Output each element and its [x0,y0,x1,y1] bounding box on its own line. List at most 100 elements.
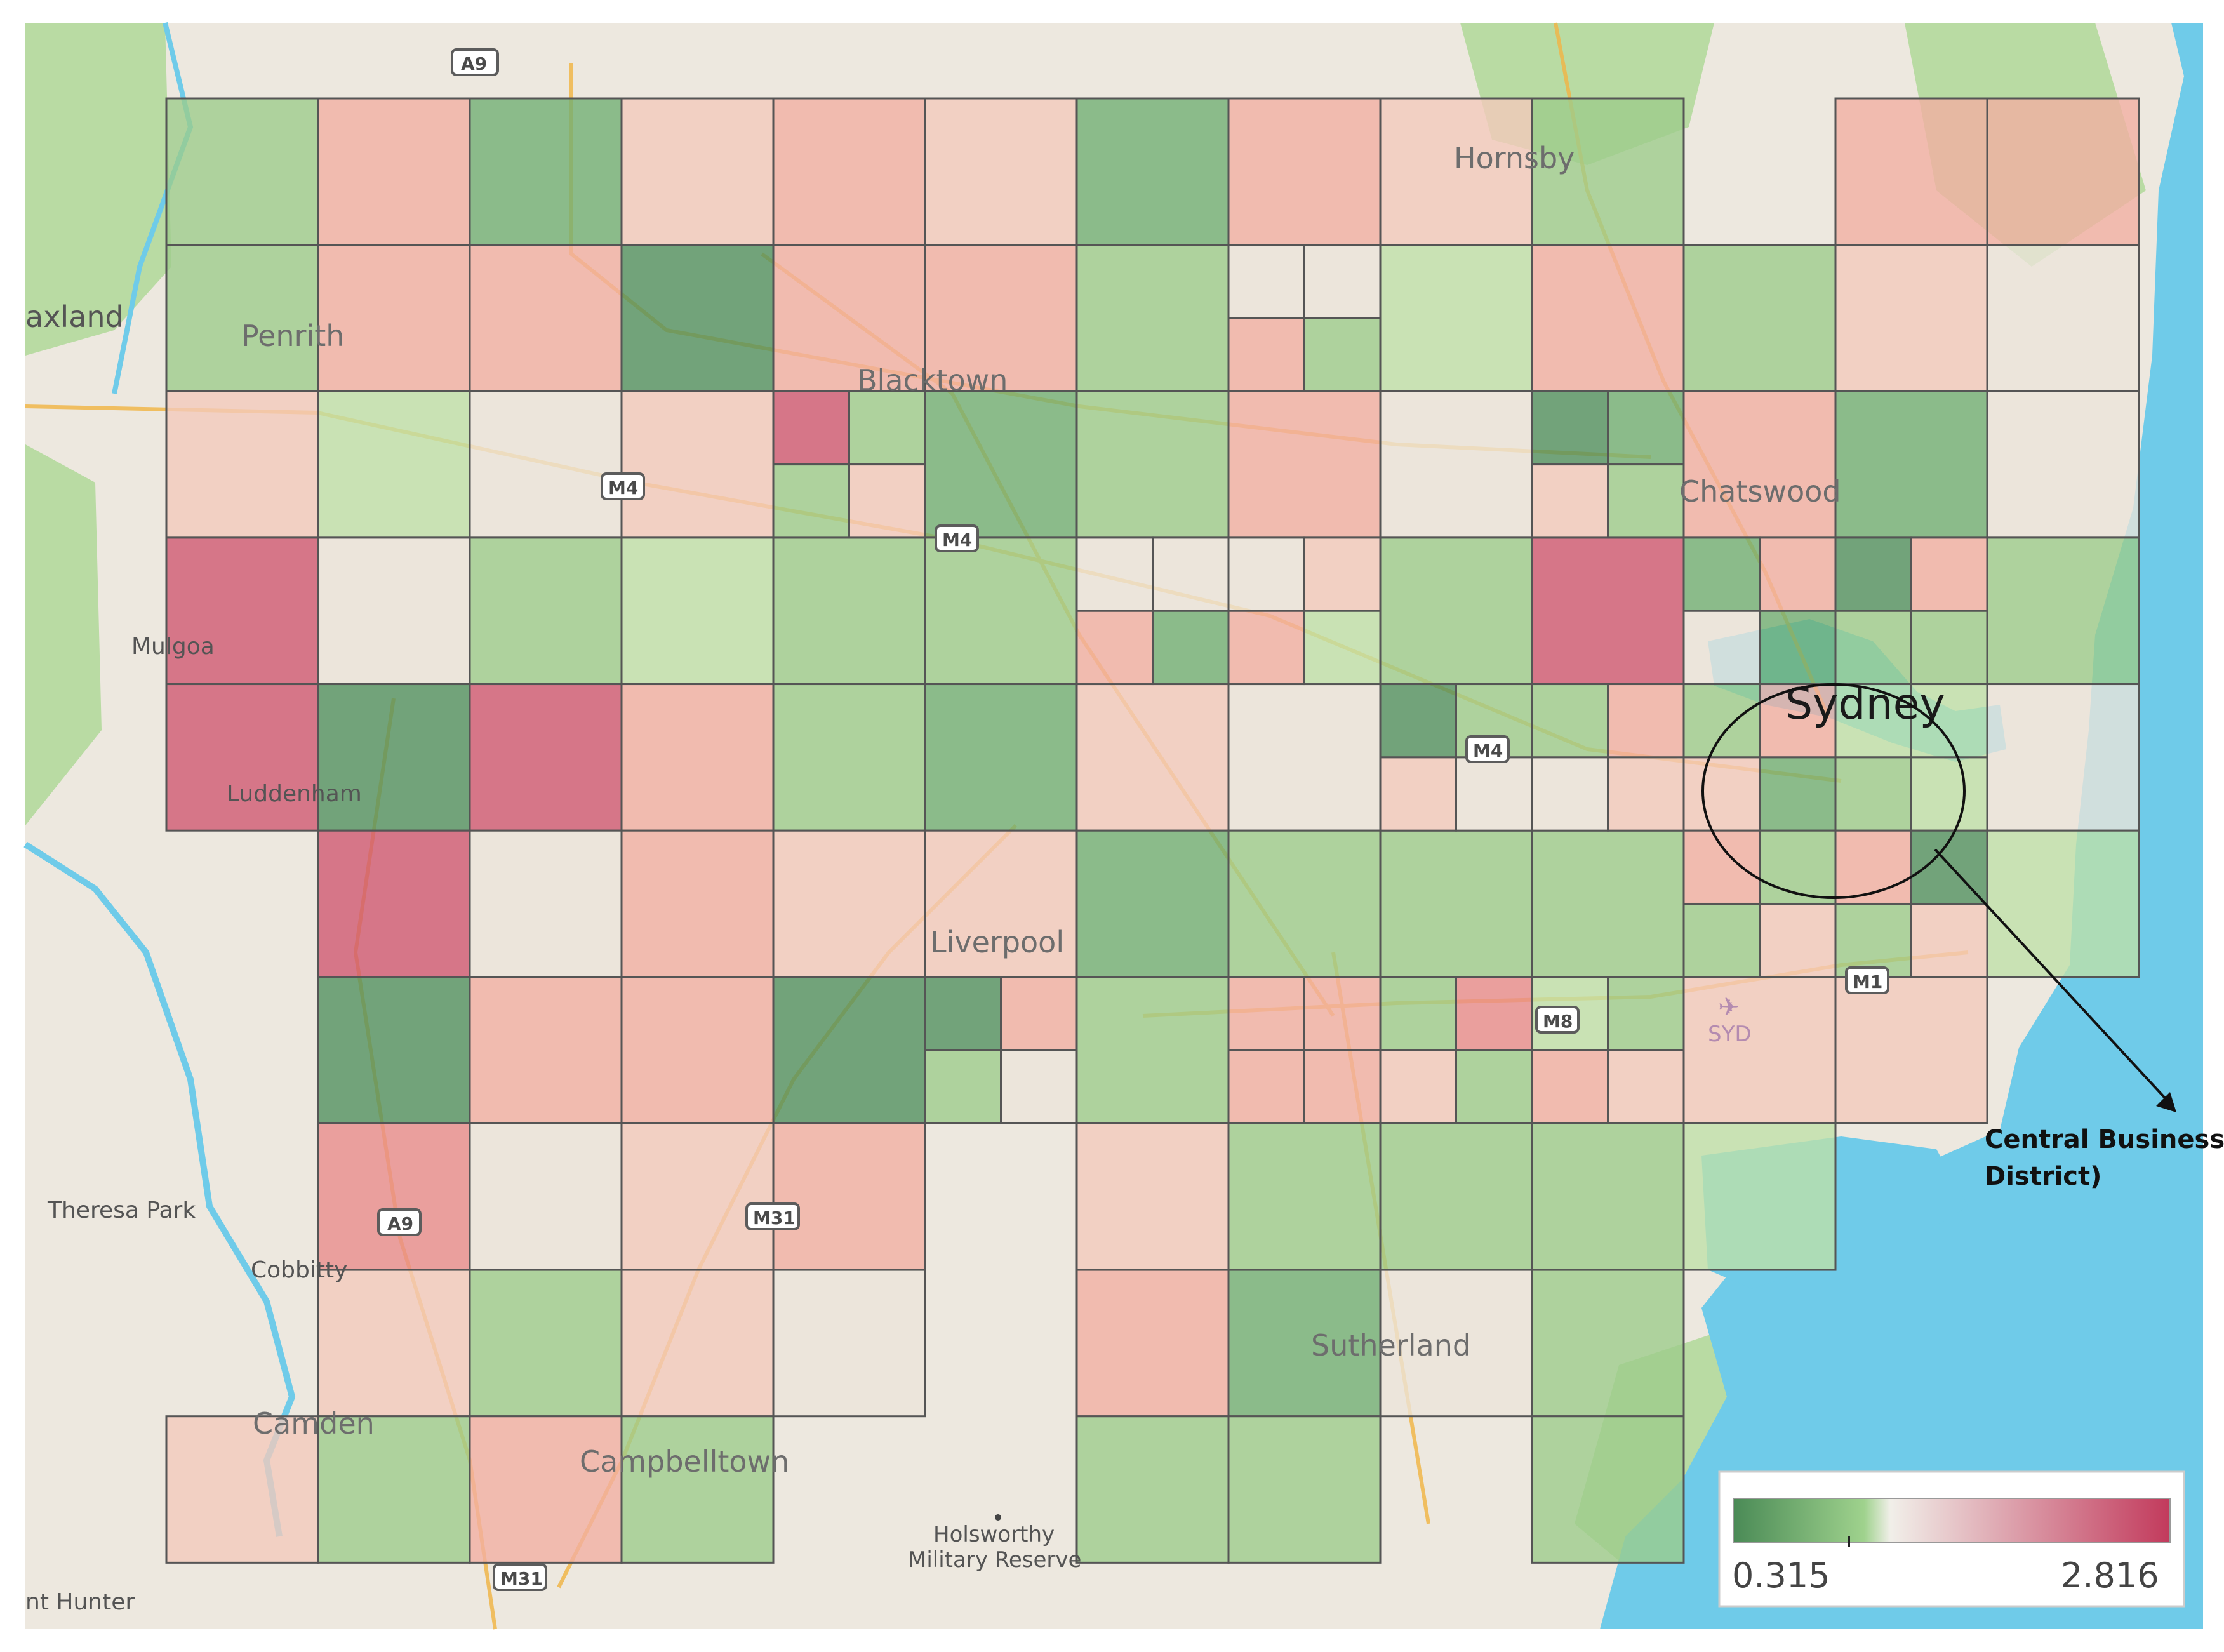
heatmap-cell[interactable] [1075,97,1230,246]
heatmap-cell[interactable] [620,97,775,246]
heatmap-cell[interactable] [620,1415,775,1564]
heatmap-subcell[interactable] [1303,976,1382,1051]
heatmap-cell[interactable] [620,536,775,686]
heatmap-cell[interactable] [469,683,623,832]
heatmap-subcell[interactable] [848,463,926,539]
heatmap-subcell[interactable] [1303,536,1382,612]
heatmap-subcell[interactable] [1303,317,1382,392]
heatmap-cell[interactable] [924,536,1078,686]
heatmap-cell[interactable] [620,1269,775,1418]
heatmap-subcell[interactable] [1531,683,1609,759]
heatmap-cell[interactable] [620,683,775,832]
heatmap-subcell[interactable] [1759,610,1837,686]
heatmap-subcell[interactable] [1759,536,1837,612]
heatmap-subcell[interactable] [1759,902,1837,978]
heatmap-subcell[interactable] [1227,317,1305,392]
heatmap-cell[interactable] [317,97,471,246]
heatmap-cell[interactable] [317,390,471,539]
heatmap-subcell[interactable] [1152,536,1230,612]
heatmap-subcell[interactable] [1455,756,1533,832]
heatmap-cell[interactable] [620,244,775,392]
heatmap-cell[interactable] [317,536,471,686]
heatmap-cell[interactable] [924,829,1078,978]
heatmap-cell[interactable] [1682,390,1837,539]
heatmap-cell[interactable] [1379,1269,1533,1418]
heatmap-cell[interactable] [1682,1122,1837,1271]
heatmap-cell[interactable] [1834,390,1988,539]
heatmap-cell[interactable] [165,683,319,832]
heatmap-cell[interactable] [317,976,471,1124]
heatmap-subcell[interactable] [1682,536,1761,612]
heatmap-subcell[interactable] [1910,536,1988,612]
heatmap-subcell[interactable] [1531,756,1609,832]
heatmap-subcell[interactable] [924,1049,1002,1124]
heatmap-subcell[interactable] [1379,976,1457,1051]
heatmap-cell[interactable] [620,829,775,978]
heatmap-cell[interactable] [317,1122,471,1271]
heatmap-cell[interactable] [317,1269,471,1418]
heatmap-cell[interactable] [165,536,319,686]
heatmap-cell[interactable] [469,1415,623,1564]
heatmap-cell[interactable] [1227,1269,1382,1418]
heatmap-cell[interactable] [1531,97,1685,246]
heatmap-cell[interactable] [1379,829,1533,978]
heatmap-cell[interactable] [772,536,926,686]
heatmap-cell[interactable] [317,244,471,392]
heatmap-subcell[interactable] [1607,463,1685,539]
heatmap-cell[interactable] [1075,829,1230,978]
heatmap-cell[interactable] [1227,390,1382,539]
heatmap-cell[interactable] [1986,536,2140,686]
heatmap-subcell[interactable] [1455,976,1533,1051]
heatmap-cell[interactable] [165,1415,319,1564]
heatmap-cell[interactable] [317,1415,471,1564]
heatmap-subcell[interactable] [1834,756,1912,832]
heatmap-cell[interactable] [1379,536,1533,686]
heatmap-cell[interactable] [165,390,319,539]
heatmap-cell[interactable] [1227,1415,1382,1564]
heatmap-subcell[interactable] [1531,390,1609,466]
heatmap-subcell[interactable] [924,976,1002,1051]
heatmap-subcell[interactable] [1000,1049,1078,1124]
heatmap-cell[interactable] [1531,1415,1685,1564]
heatmap-cell[interactable] [924,390,1078,539]
heatmap-cell[interactable] [1531,1269,1685,1418]
heatmap-cell[interactable] [924,97,1078,246]
heatmap-cell[interactable] [469,1269,623,1418]
heatmap-subcell[interactable] [1607,390,1685,466]
heatmap-cell[interactable] [1379,1122,1533,1271]
heatmap-cell[interactable] [1075,390,1230,539]
heatmap-subcell[interactable] [1910,902,1988,978]
heatmap-cell[interactable] [1075,1122,1230,1271]
heatmap-subcell[interactable] [1910,683,1988,759]
heatmap-subcell[interactable] [1227,976,1305,1051]
heatmap-cell[interactable] [469,244,623,392]
heatmap-cell[interactable] [1531,829,1685,978]
heatmap-subcell[interactable] [1303,1049,1382,1124]
heatmap-subcell[interactable] [1682,829,1761,905]
heatmap-cell[interactable] [1227,829,1382,978]
heatmap-cell[interactable] [1075,1269,1230,1418]
heatmap-subcell[interactable] [1227,1049,1305,1124]
heatmap-cell[interactable] [1227,683,1382,832]
heatmap-subcell[interactable] [1834,610,1912,686]
heatmap-subcell[interactable] [1531,1049,1609,1124]
heatmap-subcell[interactable] [1379,1049,1457,1124]
heatmap-cell[interactable] [1531,536,1685,686]
heatmap-subcell[interactable] [1682,610,1761,686]
heatmap-cell[interactable] [924,683,1078,832]
heatmap-cell[interactable] [620,1122,775,1271]
heatmap-cell[interactable] [1075,244,1230,392]
heatmap-cell[interactable] [1227,1122,1382,1271]
heatmap-subcell[interactable] [1834,536,1912,612]
heatmap-subcell[interactable] [1000,976,1078,1051]
heatmap-cell[interactable] [1682,244,1837,392]
heatmap-subcell[interactable] [1227,536,1305,612]
heatmap-subcell[interactable] [1303,244,1382,319]
heatmap-subcell[interactable] [1607,683,1685,759]
heatmap-subcell[interactable] [1455,1049,1533,1124]
heatmap-cell[interactable] [1986,390,2140,539]
heatmap-cell[interactable] [772,1269,926,1418]
heatmap-cell[interactable] [772,1122,926,1271]
heatmap-cell[interactable] [469,829,623,978]
heatmap-cell[interactable] [772,976,926,1124]
